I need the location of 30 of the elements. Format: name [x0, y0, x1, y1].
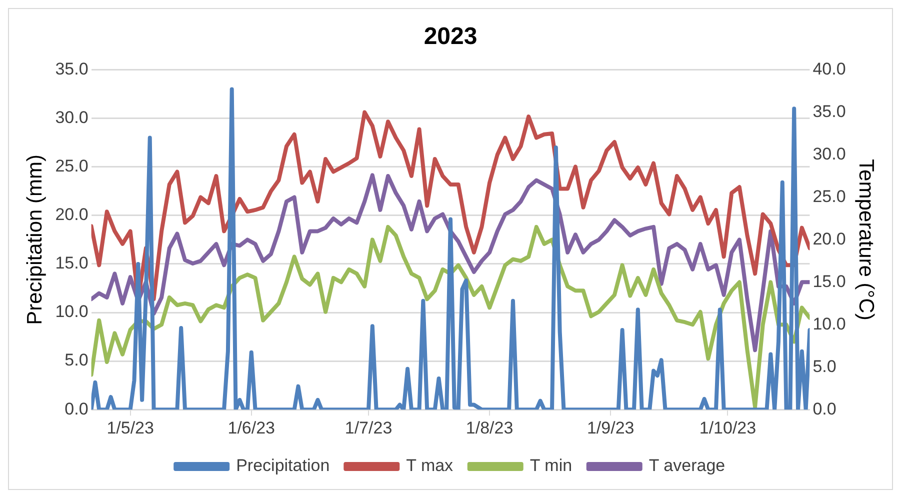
y-tick-label: 10.0	[55, 302, 88, 322]
y-tick-label: 25.0	[55, 156, 88, 176]
legend-label: Precipitation	[236, 456, 330, 476]
y2-tick-label: 35.0	[812, 102, 846, 121]
y2-tick-label: 10.0	[812, 314, 846, 334]
x-tick-label: 1/6/23	[228, 418, 276, 438]
y-tick-label: 20.0	[55, 205, 88, 224]
legend-label: T max	[406, 456, 454, 476]
y2-tick-label: 5.0	[812, 356, 836, 376]
x-tick-label: 1/8/23	[466, 418, 514, 438]
y-tick-label: 15.0	[55, 254, 88, 273]
y2-tick-label: 15.0	[812, 272, 846, 291]
y2-tick-label: 30.0	[812, 144, 846, 164]
x-tick-label: 1/10/23	[699, 418, 756, 438]
chart-title: 2023	[424, 23, 478, 50]
legend-label: T average	[648, 456, 726, 476]
y2-tick-label: 20.0	[812, 229, 846, 248]
x-tick-label: 1/7/23	[344, 418, 392, 438]
y-tick-label: 35.0	[55, 59, 88, 78]
y-tick-label: 5.0	[64, 350, 88, 370]
legend-label: T min	[530, 456, 572, 476]
y-axis-title: Precipitation (mm)	[23, 154, 46, 325]
y2-axis-title: Temperature (°C)	[854, 159, 878, 320]
y2-tick-label: 25.0	[812, 186, 846, 206]
y2-tick-label: 40.0	[812, 59, 846, 78]
x-tick-label: 1/9/23	[586, 418, 634, 438]
x-tick-label: 1/5/23	[106, 418, 154, 438]
y-tick-label: 0.0	[64, 399, 88, 418]
y2-tick-label: 0.0	[812, 399, 836, 418]
y-tick-label: 30.0	[55, 108, 88, 128]
